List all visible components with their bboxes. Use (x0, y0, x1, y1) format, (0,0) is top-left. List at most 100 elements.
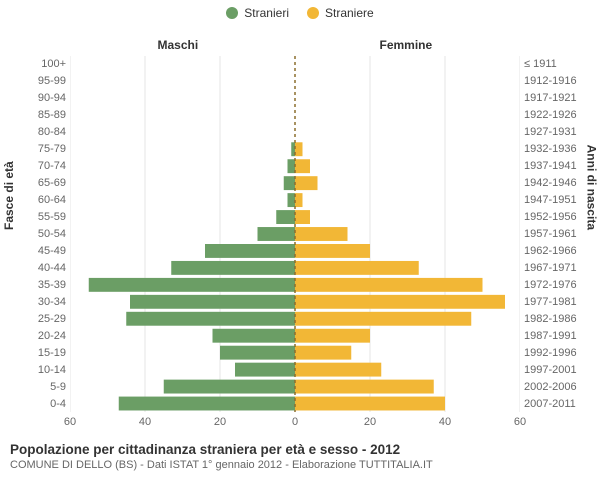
x-tick-label: 20 (364, 416, 376, 428)
age-band-label: 25-29 (20, 313, 66, 325)
birth-year-label: 1937-1941 (524, 160, 586, 172)
bar-female (295, 210, 310, 224)
birth-year-label: ≤ 1911 (524, 58, 586, 70)
birth-year-label: 1952-1956 (524, 211, 586, 223)
bar-female (295, 312, 471, 326)
plot-area (70, 56, 520, 412)
birth-year-label: 1912-1916 (524, 75, 586, 87)
bar-male (213, 329, 296, 343)
age-band-label: 15-19 (20, 347, 66, 359)
y-axis-left-labels: 100+ 95-99 90-94 85-89 80-84 75-79 70-74 65-69 6… (20, 56, 66, 412)
chart-title: Popolazione per cittadinanza straniera p… (10, 442, 590, 457)
birth-year-label: 1957-1961 (524, 228, 586, 240)
age-band-label: 95-99 (20, 75, 66, 87)
age-band-label: 60-64 (20, 194, 66, 206)
bar-male (164, 380, 295, 394)
y-axis-title-left: Fasce di età (2, 161, 16, 230)
bar-female (295, 346, 351, 360)
age-band-label: 20-24 (20, 330, 66, 342)
age-band-label: 75-79 (20, 143, 66, 155)
age-band-label: 5-9 (20, 381, 66, 393)
bar-male (119, 397, 295, 411)
birth-year-label: 1982-1986 (524, 313, 586, 325)
birth-year-label: 1922-1926 (524, 109, 586, 121)
bar-male (205, 244, 295, 258)
column-header-male: Maschi (158, 38, 199, 52)
bar-female (295, 176, 318, 190)
bar-male (284, 176, 295, 190)
x-tick-label: 60 (64, 416, 76, 428)
birth-year-label: 1977-1981 (524, 296, 586, 308)
bar-female (295, 193, 303, 207)
bar-female (295, 142, 303, 156)
age-band-label: 65-69 (20, 177, 66, 189)
x-axis: 6040200204060 (70, 416, 520, 432)
bar-female (295, 244, 370, 258)
legend-swatch-female (307, 7, 319, 19)
bar-male (89, 278, 295, 292)
y-axis-right-labels: ≤ 1911 1912-1916 1917-1921 1922-1926 1927-19… (524, 56, 586, 412)
bar-male (258, 227, 296, 241)
birth-year-label: 1917-1921 (524, 92, 586, 104)
bar-female (295, 278, 483, 292)
birth-year-label: 2002-2006 (524, 381, 586, 393)
chart-subtitle: COMUNE DI DELLO (BS) - Dati ISTAT 1° gen… (10, 459, 590, 471)
birth-year-label: 1962-1966 (524, 245, 586, 257)
birth-year-label: 2007-2011 (524, 398, 586, 410)
bar-male (126, 312, 295, 326)
legend-item-male: Stranieri (226, 6, 289, 20)
age-band-label: 80-84 (20, 126, 66, 138)
age-band-label: 50-54 (20, 228, 66, 240)
age-band-label: 90-94 (20, 92, 66, 104)
birth-year-label: 1942-1946 (524, 177, 586, 189)
birth-year-label: 1967-1971 (524, 262, 586, 274)
age-band-label: 55-59 (20, 211, 66, 223)
birth-year-label: 1932-1936 (524, 143, 586, 155)
bar-female (295, 329, 370, 343)
age-band-label: 35-39 (20, 279, 66, 291)
age-band-label: 10-14 (20, 364, 66, 376)
x-tick-label: 20 (214, 416, 226, 428)
age-band-label: 0-4 (20, 398, 66, 410)
bar-female (295, 363, 381, 377)
legend-swatch-male (226, 7, 238, 19)
bar-female (295, 380, 434, 394)
column-header-female: Femmine (380, 38, 433, 52)
x-tick-label: 60 (514, 416, 526, 428)
age-band-label: 40-44 (20, 262, 66, 274)
age-band-label: 45-49 (20, 245, 66, 257)
bar-male (235, 363, 295, 377)
age-band-label: 70-74 (20, 160, 66, 172)
bar-female (295, 397, 445, 411)
y-axis-title-right: Anni di nascita (584, 145, 598, 230)
pyramid-svg (70, 56, 520, 412)
birth-year-label: 1987-1991 (524, 330, 586, 342)
bar-male (276, 210, 295, 224)
footer: Popolazione per cittadinanza straniera p… (0, 440, 600, 471)
birth-year-label: 1947-1951 (524, 194, 586, 206)
birth-year-label: 1927-1931 (524, 126, 586, 138)
legend: Stranieri Straniere (0, 0, 600, 20)
bar-male (171, 261, 295, 275)
birth-year-label: 1992-1996 (524, 347, 586, 359)
birth-year-label: 1997-2001 (524, 364, 586, 376)
age-band-label: 30-34 (20, 296, 66, 308)
x-tick-label: 40 (139, 416, 151, 428)
bar-female (295, 261, 419, 275)
bar-male (288, 159, 296, 173)
bar-male (130, 295, 295, 309)
chart: Maschi Femmine Fasce di età Anni di nasc… (0, 20, 600, 440)
bar-male (288, 193, 296, 207)
bar-female (295, 159, 310, 173)
x-tick-label: 40 (439, 416, 451, 428)
legend-item-female: Straniere (307, 6, 374, 20)
bar-female (295, 295, 505, 309)
age-band-label: 85-89 (20, 109, 66, 121)
x-tick-label: 0 (292, 416, 298, 428)
birth-year-label: 1972-1976 (524, 279, 586, 291)
bar-female (295, 227, 348, 241)
legend-label-male: Stranieri (244, 6, 289, 20)
legend-label-female: Straniere (325, 6, 374, 20)
age-band-label: 100+ (20, 58, 66, 70)
bar-male (220, 346, 295, 360)
